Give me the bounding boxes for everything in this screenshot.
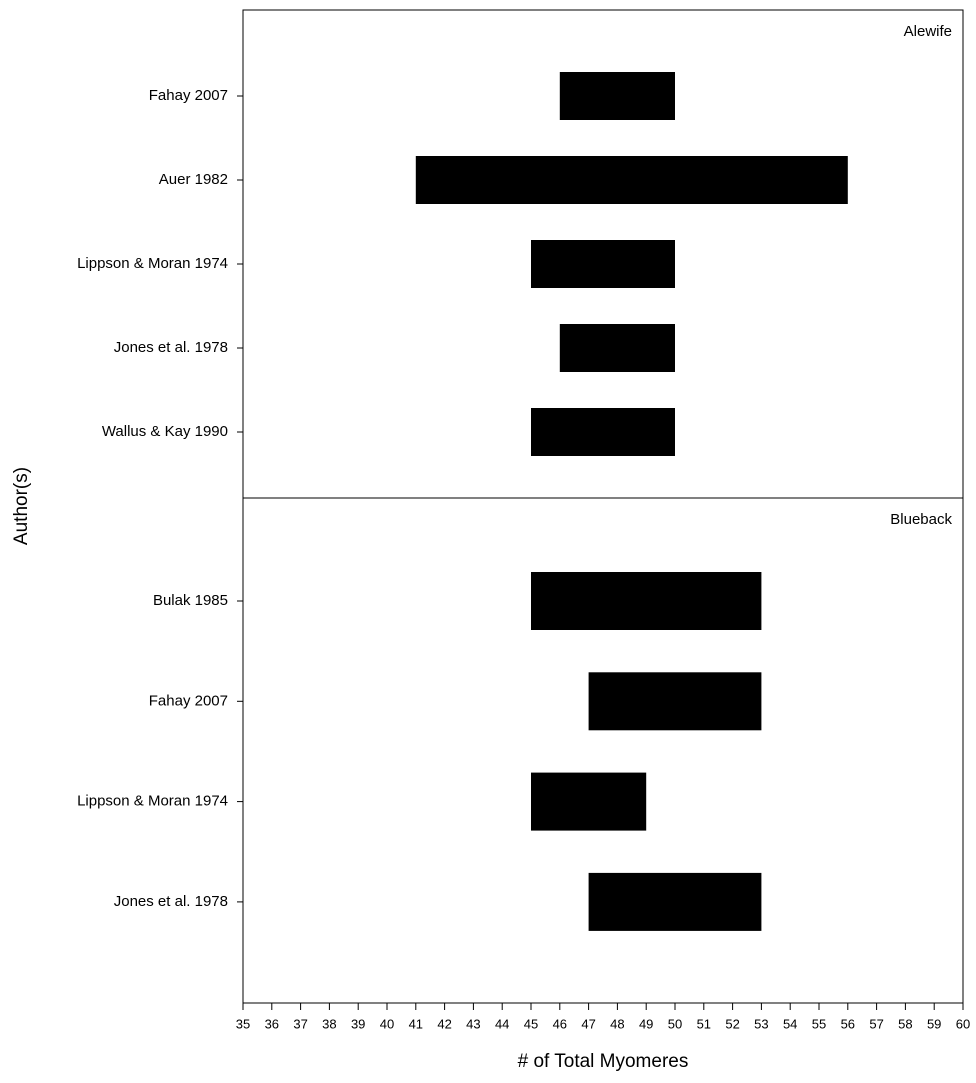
- x-tick-label: 42: [437, 1016, 451, 1031]
- x-tick-label: 56: [841, 1016, 855, 1031]
- x-tick-label: 40: [380, 1016, 394, 1031]
- bar: [531, 408, 675, 456]
- bar: [559, 72, 675, 120]
- x-tick-label: 50: [668, 1016, 682, 1031]
- x-tick-label: 35: [236, 1016, 250, 1031]
- bar: [531, 772, 647, 831]
- y-tick-label: Lippson & Moran 1974: [77, 793, 228, 810]
- x-tick-label: 52: [725, 1016, 739, 1031]
- x-tick-label: 49: [639, 1016, 653, 1031]
- y-tick-label: Fahay 2007: [149, 87, 228, 104]
- y-tick-label: Wallus & Kay 1990: [102, 423, 228, 440]
- x-tick-label: 58: [898, 1016, 912, 1031]
- bar: [588, 672, 762, 731]
- panel-label: Alewife: [904, 23, 952, 40]
- y-tick-label: Fahay 2007: [149, 692, 228, 709]
- x-tick-label: 37: [293, 1016, 307, 1031]
- x-tick-label: 51: [697, 1016, 711, 1031]
- bar: [531, 572, 762, 630]
- x-tick-label: 55: [812, 1016, 826, 1031]
- x-tick-label: 39: [351, 1016, 365, 1031]
- panel-frame: [242, 497, 964, 1004]
- x-tick-label: 57: [869, 1016, 883, 1031]
- y-tick-label: Bulak 1985: [153, 592, 228, 609]
- bar: [531, 240, 675, 288]
- x-tick-label: 43: [466, 1016, 480, 1031]
- y-tick-label: Lippson & Moran 1974: [77, 255, 228, 272]
- x-tick-label: 47: [581, 1016, 595, 1031]
- x-tick-label: 41: [409, 1016, 423, 1031]
- x-tick-label: 53: [754, 1016, 768, 1031]
- x-tick-label: 59: [927, 1016, 941, 1031]
- x-tick-label: 36: [265, 1016, 279, 1031]
- x-tick-label: 48: [610, 1016, 624, 1031]
- bar: [559, 324, 675, 372]
- x-axis-label: # of Total Myomeres: [518, 1051, 689, 1072]
- bar: [415, 156, 848, 204]
- y-tick-label: Auer 1982: [159, 171, 228, 188]
- y-axis-label: Author(s): [11, 467, 32, 545]
- x-tick-label: 38: [322, 1016, 336, 1031]
- y-tick-label: Jones et al. 1978: [114, 893, 228, 910]
- y-tick-label: Jones et al. 1978: [114, 339, 228, 356]
- x-tick-label: 54: [783, 1016, 797, 1031]
- x-tick-label: 45: [524, 1016, 538, 1031]
- x-tick-label: 44: [495, 1016, 509, 1031]
- x-tick-label: 46: [553, 1016, 567, 1031]
- panel-label: Blueback: [890, 511, 952, 528]
- x-tick-label: 60: [956, 1016, 970, 1031]
- bar: [588, 872, 762, 931]
